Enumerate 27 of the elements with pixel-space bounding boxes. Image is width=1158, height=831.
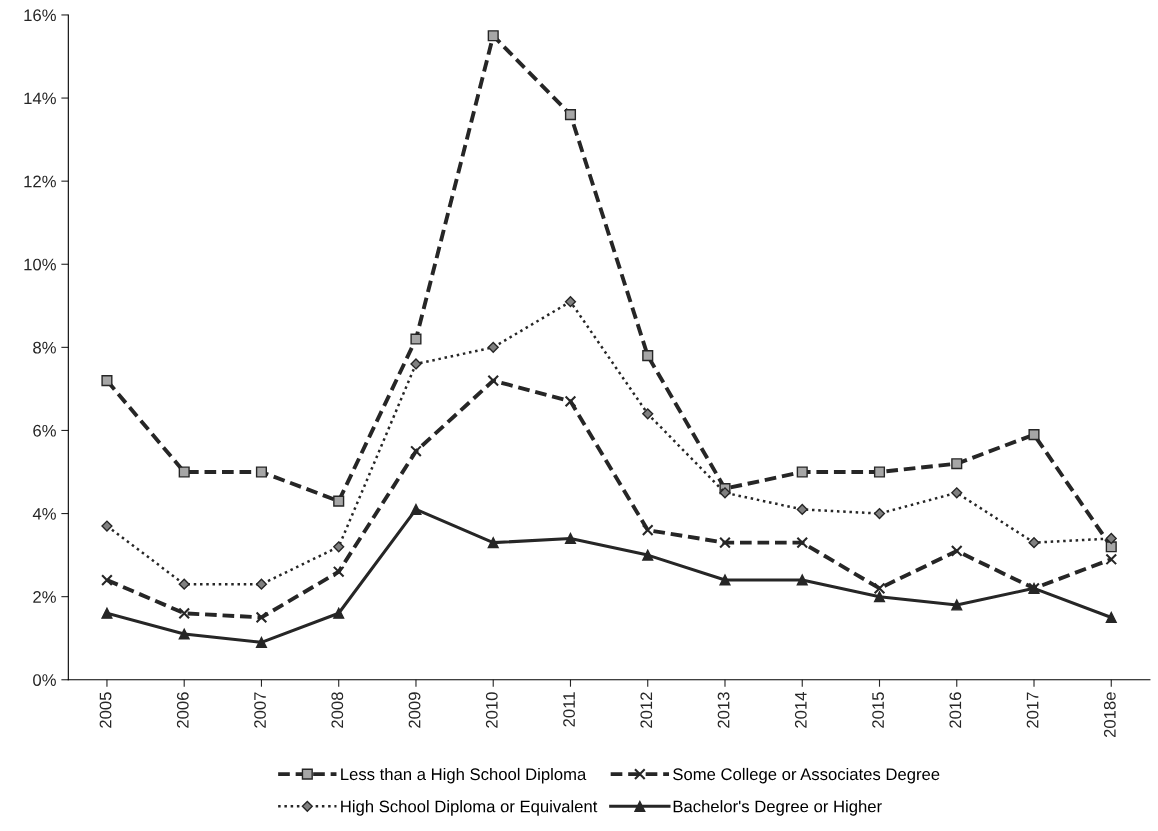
y-tick-label: 6% [33,424,56,437]
y-tick-label: 0% [33,674,56,686]
y-tick-label: 16% [24,9,56,22]
x-tick-label: 2008 [331,692,344,728]
y-tick-label: 14% [24,92,56,105]
y-tick-label: 12% [24,175,56,188]
x-tick-label: 2013 [717,692,730,728]
legend-label: Some College or Associates Degree [673,767,940,784]
x-tick-label: 2017 [1026,692,1039,728]
y-tick-label: 4% [32,508,56,520]
x-tick-label: 2005 [99,692,112,728]
x-tick-label: 2018e [1103,692,1116,738]
x-tick-label: 2007 [254,692,266,728]
x-tick-label: 2014 [794,692,807,728]
x-tick-label: 2009 [408,692,421,728]
legend-label: Bachelor's Degree or Higher [673,800,882,816]
x-tick-label: 2006 [176,692,189,728]
y-tick-label: 8% [33,341,56,354]
x-tick-label: 2016 [949,692,962,728]
y-tick-label: 10% [24,258,56,271]
y-tick-label: 2% [33,591,56,603]
legend-label: Less than a High School Diploma [341,767,587,784]
x-tick-label: 2015 [872,692,884,728]
x-tick-label: 2012 [640,692,653,728]
x-tick-label: 2010 [485,692,498,728]
x-tick-label: 2011 [563,692,575,727]
legend-label: High School Diploma or Equivalent [341,800,598,816]
